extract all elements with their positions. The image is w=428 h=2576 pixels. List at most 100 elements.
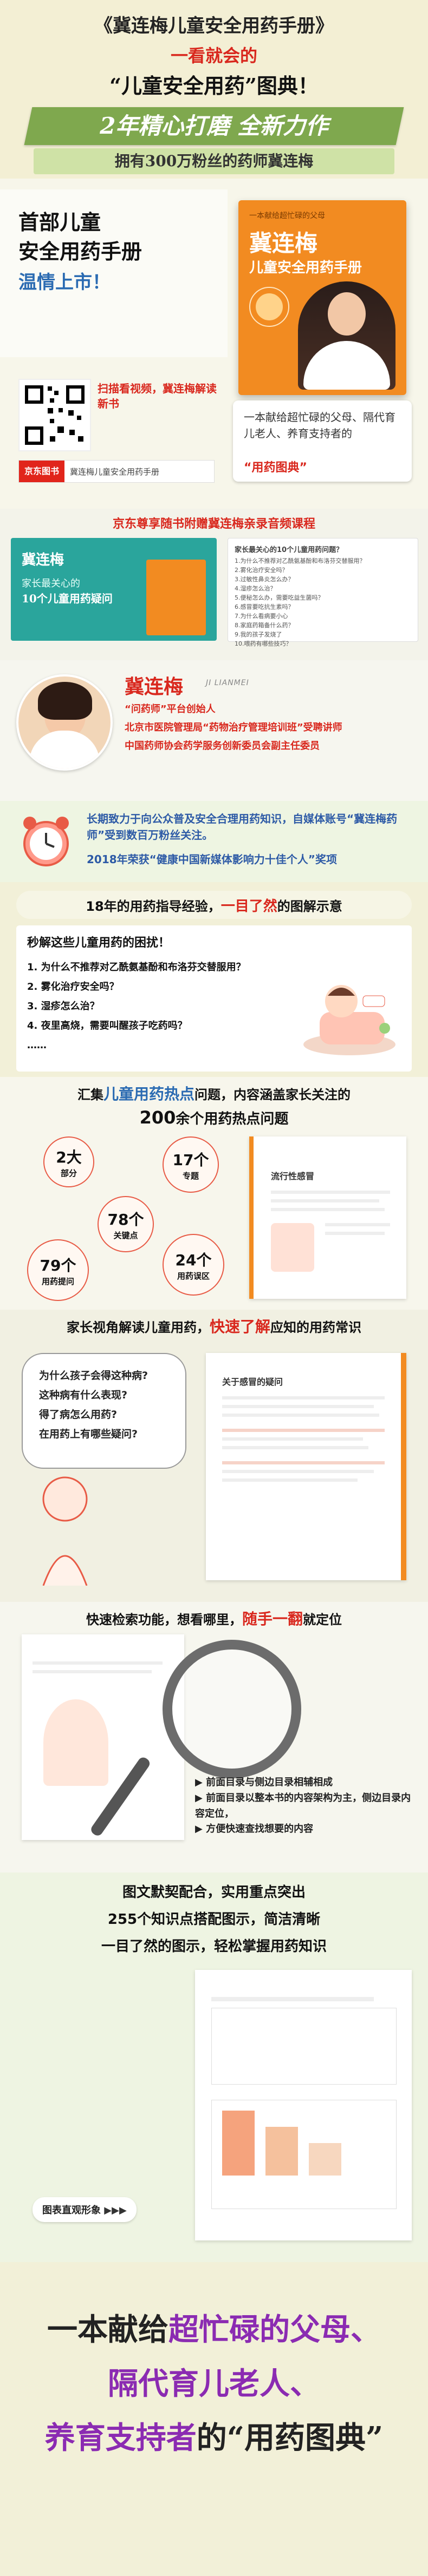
audio-card-title: 冀连梅 — [22, 552, 64, 568]
section-search: 快速检索功能，想看哪里，随手一翻就定位 ▶ 前面目录与侧边目录相辅相成 ▶ 前面… — [0, 1602, 428, 1872]
hotspots-heading-2: 200余个用药热点问题 — [0, 1107, 428, 1128]
jd-badge: 京东图书 — [19, 461, 65, 482]
headline: “儿童安全用药”图典！ — [109, 74, 319, 98]
author-portrait-cover — [298, 281, 395, 390]
intro-title-1: 首部儿童 — [18, 210, 101, 234]
audio-card-sub2: 10个儿童用药疑问 — [22, 592, 113, 605]
book-cover: 一本献给超忙碌的父母 冀连梅 儿童安全用药手册 — [238, 200, 406, 395]
experience-card: 秒解这些儿童用药的困扰！ 1. 为什么不推荐对乙酰氨基酚和布洛芬交替服用？ 2.… — [16, 925, 412, 1072]
qr-code-image — [20, 380, 90, 450]
section-perspective: 家长视角解读儿童用药，快速了解应知的用药常识 为什么孩子会得这种病? 这种病有什… — [0, 1310, 428, 1602]
author-role-3: 中国药师协会药学服务创新委员会副主任委员 — [125, 740, 320, 752]
book-tagline: 一本献给超忙碌的父母、隔代育儿老人、养育支持者的 — [244, 411, 395, 440]
audio-list-item: 6.感冒要吃抗生素吗？ — [235, 603, 294, 611]
author-section: 冀连梅 JI LIANMEI “问药师”平台创始人 北京市医院管理局“药物治疗管… — [0, 660, 428, 801]
search-bullets: ▶ 前面目录与侧边目录相辅相成 ▶ 前面目录以整本书的内容架构为主，侧边目录内容… — [195, 1775, 412, 1837]
avatar-coat — [29, 731, 100, 768]
banner-2-text: 拥有300万粉丝的药师冀连梅 — [114, 152, 314, 170]
audio-list-item: 10.喂药有哪些技巧？ — [235, 640, 292, 648]
section-experience: 18年的用药指导经验， 一目了然 的图解示意 秒解这些儿童用药的困扰！ 1. 为… — [0, 882, 428, 1077]
author-avatar — [16, 674, 113, 771]
bubble-questions: 79个 用药提问 — [27, 1239, 89, 1301]
perspective-heading-emph: 快速了解 — [209, 1318, 270, 1336]
subtitle: 一看就会的 — [170, 45, 257, 66]
audio-list-item: 2.雾化治疗安全吗？ — [235, 567, 288, 574]
jd-banner[interactable]: 京东图书 冀连梅儿童安全用药手册 — [18, 460, 215, 483]
problem-item: 3. 湿疹怎么治？ — [27, 1001, 100, 1012]
book-intro: 首部儿童 安全用药手册 温情上市！ — [0, 179, 428, 509]
search-bullet: ▶ 前面目录与侧边目录相辅相成 — [195, 1777, 333, 1788]
page-title: 流行性感冒 — [271, 1171, 315, 1181]
search-heading-emph: 随手一翻 — [242, 1610, 303, 1628]
section-images: 图文默契配合，实用重点突出 255个知识点搭配图示，简洁清晰 一目了然的图示，轻… — [0, 1872, 428, 2262]
audio-question-list: 家长最关心的10个儿童用药问题？ 1.为什么不推荐对乙酰氨基酚和布洛芬交替服用？… — [228, 538, 418, 647]
footer: 一本献给超忙碌的父母、 隔代育儿老人、 养育支持者的“用药图典” — [0, 2262, 428, 2576]
hotspots-heading-post: 问题，内容涵盖家长关注的 — [194, 1087, 351, 1102]
footer-line-1: 一本献给超忙碌的父母、 — [0, 2305, 428, 2349]
footer-line-3-pre: 养育支持者 — [44, 2420, 197, 2456]
book-page-preview-1: 流行性感冒 — [249, 1136, 406, 1299]
award-badge-icon — [249, 287, 289, 327]
question-bubble: 为什么孩子会得这种病? 这种病有什么表现? 得了病怎么用药? 在用药上有哪些疑问… — [22, 1353, 186, 1469]
intro-left-panel: 首部儿童 安全用药手册 温情上市！ — [0, 189, 228, 357]
audio-list: 1.为什么不推荐对乙酰氨基酚和布洛芬交替服用？ 2.雾化治疗安全吗？ 3.过敏性… — [228, 556, 418, 648]
magnifier-icon — [163, 1640, 301, 1778]
audio-list-title: 家长最关心的10个儿童用药问题？ — [235, 546, 343, 554]
audio-list-item: 7.为什么看病要小心 — [235, 613, 288, 620]
section-hotspots: 汇集儿童用药热点问题，内容涵盖家长关注的 200余个用药热点问题 2大 部分 1… — [0, 1077, 428, 1310]
bubble-misconceptions: 24个 用药误区 — [163, 1234, 224, 1296]
banner-1-text: 2年精心打磨 全新力作 — [100, 113, 328, 139]
bubble-num: 17个 — [172, 1151, 209, 1169]
bubble-topics: 17个 专题 — [163, 1136, 219, 1193]
book-tagline-emph: “用药图典” — [244, 461, 307, 475]
perspective-heading-pre: 家长视角解读儿童用药， — [66, 1320, 210, 1335]
author-note-1: 长期致力于向公众普及安全合理用药知识，自媒体账号“冀连梅药师”受到数百万粉丝关注… — [87, 812, 398, 842]
bubble-num: 78个 — [107, 1210, 144, 1228]
bubble-parts: 2大 部分 — [43, 1136, 94, 1187]
images-line-1: 图文默契配合，实用重点突出 — [122, 1884, 306, 1901]
bubble-label: 用药误区 — [177, 1271, 210, 1281]
author-name: 冀连梅 — [125, 675, 184, 698]
book-page-preview-4 — [195, 1970, 412, 2240]
problem-list: 1. 为什么不推荐对乙酰氨基酚和布洛芬交替服用？ 2. 雾化治疗安全吗？ 3. … — [27, 958, 246, 1055]
intro-title-3: 温情上市！ — [18, 272, 111, 293]
footer-line-1-emph: 超忙碌的父母、 — [168, 2312, 381, 2348]
audio-list-item: 1.为什么不推荐对乙酰氨基酚和布洛芬交替服用？ — [235, 557, 366, 564]
problem-item: 1. 为什么不推荐对乙酰氨基酚和布洛芬交替服用？ — [27, 962, 246, 973]
images-line-3: 一目了然的图示，轻松掌握用药知识 — [101, 1938, 327, 1955]
jd-text: 冀连梅儿童安全用药手册 — [70, 466, 160, 477]
book-page-preview-2: 关于感冒的疑问 — [206, 1353, 406, 1580]
question-list: 为什么孩子会得这种病? 这种病有什么表现? 得了病怎么用药? 在用药上有哪些疑问… — [39, 1366, 148, 1444]
bubble-num: 2大 — [56, 1148, 82, 1166]
footer-line-3: 养育支持者的“用药图典” — [0, 2414, 428, 2457]
bubble-label: 用药提问 — [41, 1276, 74, 1286]
intro-title-2: 安全用药手册 — [18, 239, 142, 264]
perspective-heading: 家长视角解读儿童用药，快速了解应知的用药常识 — [0, 1315, 428, 1337]
sick-baby-illustration — [298, 963, 401, 1061]
question-item: 得了病怎么用药? — [39, 1409, 118, 1421]
audio-card[interactable]: 冀连梅 家长最关心的 10个儿童用药疑问 — [11, 538, 217, 641]
audio-card-sub1: 家长最关心的 — [22, 578, 80, 589]
bubble-label: 部分 — [60, 1168, 77, 1178]
author-role-1: “问药师”平台创始人 — [125, 704, 216, 715]
audio-list-item: 4.湿疹怎么治？ — [235, 585, 276, 593]
search-heading: 快速检索功能，想看哪里，随手一翻就定位 — [0, 1607, 428, 1629]
banner-2: 拥有300万粉丝的药师冀连梅 — [34, 148, 394, 174]
experience-heading-emph: 一目了然 — [221, 898, 277, 915]
question-item: 这种病有什么表现? — [39, 1389, 128, 1402]
page-title-2: 关于感冒的疑问 — [222, 1377, 283, 1387]
footer-line-3-post: 的“用药图典” — [196, 2420, 384, 2456]
book-title: 《冀连梅儿童安全用药手册》 — [94, 15, 334, 37]
book-cover-subtitle: 儿童安全用药手册 — [249, 260, 362, 276]
qr-code[interactable] — [18, 379, 91, 451]
alarm-clock-icon — [11, 809, 81, 873]
problem-title: 秒解这些儿童用药的困扰！ — [27, 936, 171, 950]
bubble-num: 79个 — [40, 1256, 76, 1274]
portrait-face — [328, 292, 366, 336]
problem-item: 2. 雾化治疗安全吗？ — [27, 981, 119, 993]
avatar-hair — [38, 682, 92, 720]
search-heading-post: 就定位 — [303, 1612, 342, 1627]
book-tagline-card: 一本献给超忙碌的父母、隔代育儿老人、养育支持者的 “用药图典” — [233, 400, 412, 482]
bubble-label: 关键点 — [113, 1230, 138, 1240]
